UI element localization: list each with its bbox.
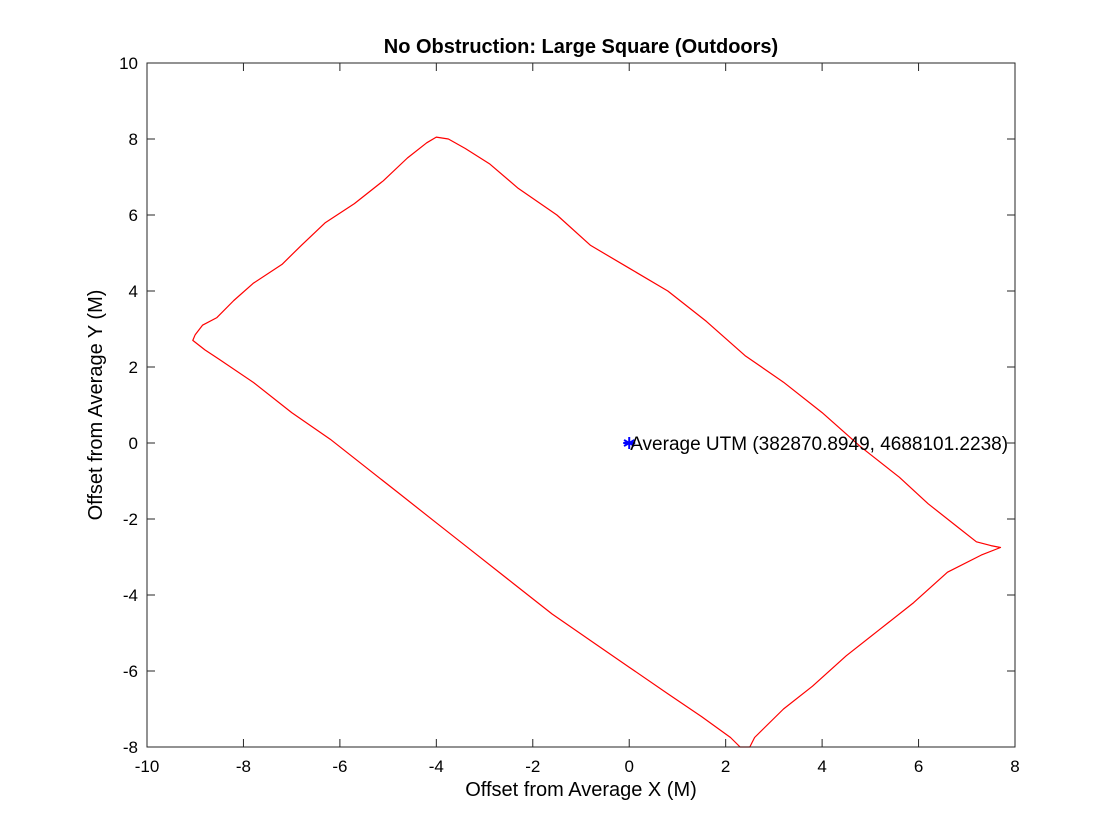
x-tick-label: 2 <box>721 757 730 776</box>
trace-layer <box>192 136 1002 748</box>
y-tick-label: 0 <box>129 434 138 453</box>
x-tick-label: 6 <box>914 757 923 776</box>
y-tick-label: 8 <box>129 130 138 149</box>
y-tick-label: 4 <box>129 282 138 301</box>
x-tick-label: 8 <box>1010 757 1019 776</box>
y-tick-label: -2 <box>123 510 138 529</box>
chart-title: No Obstruction: Large Square (Outdoors) <box>384 36 778 58</box>
x-tick-label: -2 <box>525 757 540 776</box>
y-tick-label: 6 <box>129 206 138 225</box>
y-tick-label: -6 <box>123 662 138 681</box>
x-tick-label: -4 <box>429 757 444 776</box>
x-tick-label: -8 <box>236 757 251 776</box>
plot-background <box>147 63 1015 747</box>
y-axis-ticks: -8 -6 -4 -2 0 2 4 6 8 10 <box>119 54 1015 757</box>
y-tick-label: -8 <box>123 738 138 757</box>
x-tick-label: -10 <box>135 757 160 776</box>
x-axis-ticks: -10 -8 -6 -4 -2 0 2 4 6 8 <box>135 63 1020 776</box>
y-tick-label: 10 <box>119 54 138 73</box>
y-axis-label: Offset from Average Y (M) <box>85 290 107 521</box>
series-trace-0 <box>192 136 1002 748</box>
x-axis-label: Offset from Average X (M) <box>465 779 697 801</box>
x-tick-label: -6 <box>332 757 347 776</box>
plot-frame <box>146 62 1016 748</box>
x-tick-label: 4 <box>817 757 826 776</box>
y-tick-label: 2 <box>129 358 138 377</box>
average-utm-label: Average UTM (382870.8949, 4688101.2238) <box>630 434 1008 455</box>
x-tick-label: 0 <box>624 757 633 776</box>
y-tick-label: -4 <box>123 586 138 605</box>
average-utm-marker <box>623 437 636 449</box>
marker-layer: Average UTM (382870.8949, 4688101.2238) <box>623 434 1008 455</box>
